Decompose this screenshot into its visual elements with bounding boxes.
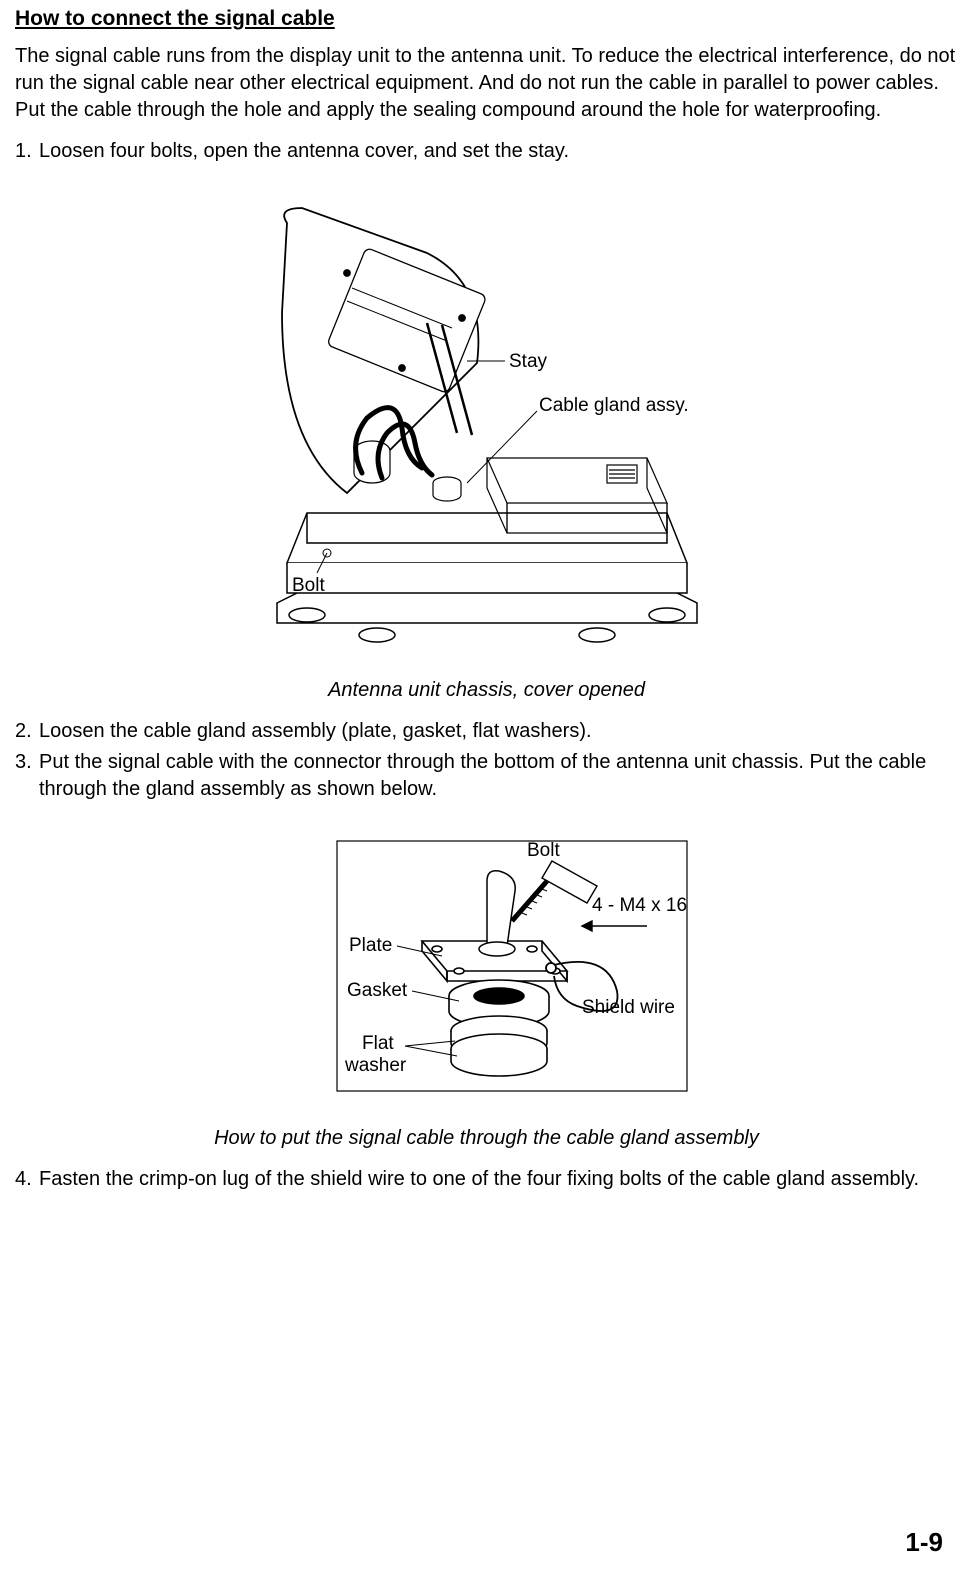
label-bolt: Bolt (292, 575, 325, 596)
step-number: 4. (15, 1166, 39, 1193)
label-bolt-2: Bolt (527, 840, 560, 861)
figure-2: Bolt 4 - M4 x 16 Plate Gasket Flat washe… (15, 831, 958, 1111)
step-1: 1. Loosen four bolts, open the antenna c… (15, 138, 958, 165)
label-stay: Stay (509, 351, 548, 372)
label-shield-wire: Shield wire (582, 997, 675, 1018)
label-gasket: Gasket (347, 980, 408, 1001)
step-4: 4. Fasten the crimp-on lug of the shield… (15, 1166, 958, 1193)
intro-paragraph: The signal cable runs from the display u… (15, 43, 958, 124)
cable-gland-diagram: Bolt 4 - M4 x 16 Plate Gasket Flat washe… (247, 831, 727, 1111)
label-flat-washer-2: washer (344, 1055, 407, 1076)
section-title: How to connect the signal cable (15, 5, 958, 33)
step-number: 1. (15, 138, 39, 165)
step-text: Fasten the crimp-on lug of the shield wi… (39, 1166, 958, 1193)
step-number: 3. (15, 749, 39, 803)
figure-1-caption: Antenna unit chassis, cover opened (15, 677, 958, 704)
page-number: 1-9 (905, 1525, 943, 1560)
label-spec: 4 - M4 x 16 (592, 895, 687, 916)
step-number: 2. (15, 718, 39, 745)
flat-washer-illustration (451, 1016, 547, 1076)
step-text: Put the signal cable with the connector … (39, 749, 958, 803)
step-text: Loosen the cable gland assembly (plate, … (39, 718, 958, 745)
figure-1: Stay Cable gland assy. Bolt (15, 193, 958, 663)
figure-2-caption: How to put the signal cable through the … (15, 1125, 958, 1152)
antenna-unit-diagram: Stay Cable gland assy. Bolt (227, 193, 747, 663)
label-plate: Plate (349, 935, 392, 956)
step-text: Loosen four bolts, open the antenna cove… (39, 138, 958, 165)
label-flat-washer-1: Flat (362, 1033, 394, 1054)
label-cable-gland: Cable gland assy. (539, 395, 689, 416)
step-2: 2. Loosen the cable gland assembly (plat… (15, 718, 958, 745)
step-3: 3. Put the signal cable with the connect… (15, 749, 958, 803)
